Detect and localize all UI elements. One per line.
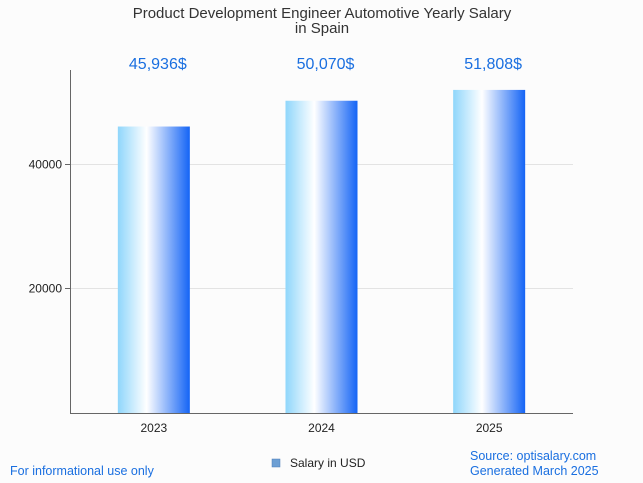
- chart-title: Product Development Engineer Automotive …: [133, 5, 512, 37]
- axes: [70, 70, 573, 414]
- bar-2025: [453, 89, 526, 414]
- legend: Salary in USD: [271, 456, 366, 470]
- data-label-2023: 45,936$: [129, 56, 187, 73]
- x-tick-labels: 2023 2024 2025: [140, 421, 502, 435]
- y-tick-label-40000: 40000: [29, 158, 63, 172]
- y-tick-label-20000: 20000: [29, 282, 63, 296]
- legend-label: Salary in USD: [290, 456, 366, 470]
- footer-source: Source: optisalary.com: [470, 449, 596, 463]
- x-tick-label-2025: 2025: [476, 421, 503, 435]
- x-tick-label-2024: 2024: [308, 421, 335, 435]
- footer-disclaimer: For informational use only: [10, 464, 155, 478]
- data-label-2024: 50,070$: [297, 56, 355, 73]
- footer: For informational use only Source: optis…: [10, 449, 599, 478]
- bars: [117, 89, 526, 414]
- bar-2023: [117, 126, 190, 413]
- chart-title-line-2: in Spain: [295, 20, 349, 37]
- footer-generated: Generated March 2025: [470, 464, 599, 478]
- x-tick-label-2023: 2023: [140, 421, 167, 435]
- chart-title-line-1: Product Development Engineer Automotive …: [133, 5, 512, 22]
- y-tick-labels: 20000 40000: [29, 158, 70, 296]
- bar-2024: [285, 100, 358, 413]
- data-labels: 45,936$ 50,070$ 51,808$: [129, 56, 522, 73]
- legend-swatch: [271, 458, 281, 468]
- data-label-2025: 51,808$: [464, 56, 522, 73]
